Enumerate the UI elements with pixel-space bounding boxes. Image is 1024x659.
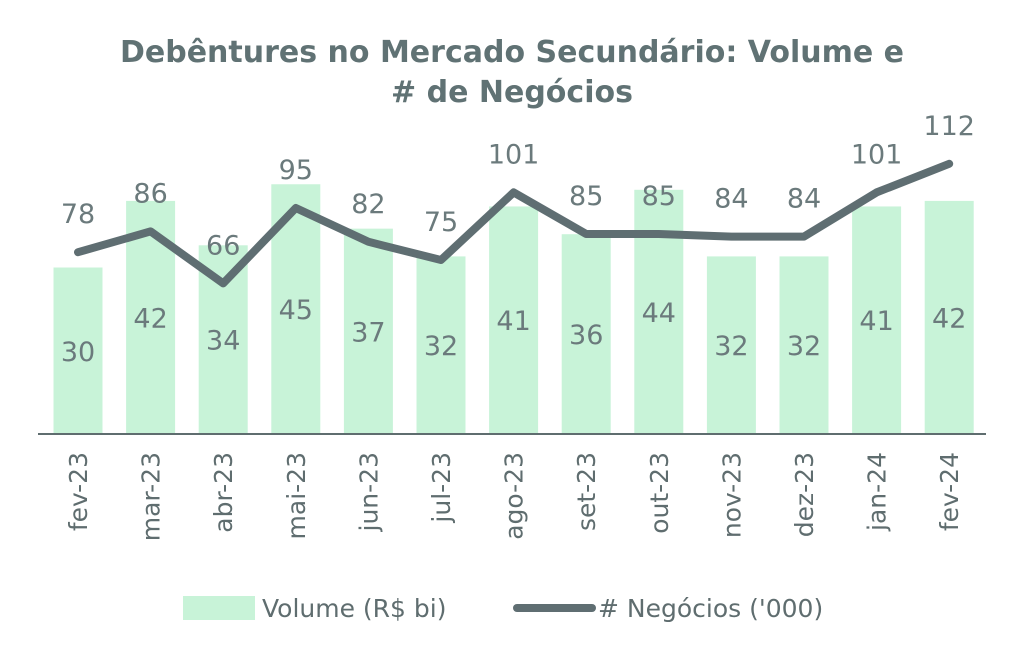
bar-label-jan-24: 41 — [859, 306, 893, 337]
x-tick-fev-24: fev-24 — [935, 452, 964, 531]
bar-label-fev-23: 30 — [61, 337, 95, 368]
x-tick-jul-23: jul-23 — [427, 452, 456, 524]
chart-title-line-1: Debêntures no Mercado Secundário: Volume… — [120, 35, 904, 70]
bar-abr-23 — [198, 245, 248, 434]
bar-label-mai-23: 45 — [279, 295, 313, 326]
line-label-nov-23: 84 — [714, 184, 748, 215]
line-label-jan-24: 101 — [851, 139, 903, 170]
line-label-mai-23: 95 — [279, 155, 313, 186]
bar-label-ago-23: 41 — [496, 306, 530, 337]
x-tick-nov-23: nov-23 — [717, 452, 746, 538]
x-tick-fev-23: fev-23 — [64, 452, 93, 531]
negocios-line — [74, 159, 954, 288]
line-label-abr-23: 66 — [206, 230, 240, 261]
bar-label-abr-23: 34 — [206, 326, 240, 357]
bar-label-fev-24: 42 — [932, 303, 966, 334]
line-label-jul-23: 75 — [424, 207, 458, 238]
bar-fev-23 — [53, 267, 103, 434]
bar-jun-23 — [343, 228, 393, 434]
bar-ago-23 — [489, 206, 539, 434]
x-tick-abr-23: abr-23 — [209, 452, 238, 533]
chart-title-line-2: # de Negócios — [391, 75, 633, 110]
line-label-jun-23: 82 — [351, 189, 385, 220]
bar-set-23 — [561, 234, 611, 434]
line-label-out-23: 85 — [642, 181, 676, 212]
line-series — [74, 159, 954, 288]
bar-label-dez-23: 32 — [787, 331, 821, 362]
bar-jul-23 — [416, 256, 466, 434]
x-axis-ticks: fev-23 mar-23 abr-23 mai-23 jun-23 jul-23 ago-… — [64, 452, 964, 541]
line-label-mar-23: 86 — [133, 178, 167, 209]
line-label-fev-23: 78 — [61, 199, 95, 230]
x-tick-ago-23: ago-23 — [500, 452, 529, 540]
bar-label-jul-23: 32 — [424, 331, 458, 362]
bar-data-labels: 30 42 34 45 37 32 41 36 44 32 32 41 42 — [61, 295, 967, 368]
line-data-labels: 78 86 66 95 82 75 101 85 85 84 84 101 112 — [61, 111, 975, 262]
bar-label-nov-23: 32 — [714, 331, 748, 362]
x-tick-mar-23: mar-23 — [137, 452, 166, 541]
line-label-fev-24: 112 — [923, 111, 975, 142]
line-label-set-23: 85 — [569, 181, 603, 212]
bar-label-set-23: 36 — [569, 320, 603, 351]
line-label-ago-23: 101 — [488, 139, 540, 170]
chart-title: Debêntures no Mercado Secundário: Volume… — [120, 35, 904, 110]
x-tick-jan-24: jan-24 — [863, 452, 892, 532]
bar-label-jun-23: 37 — [351, 317, 385, 348]
bar-fev-24 — [924, 200, 974, 434]
bar-label-mar-23: 42 — [133, 303, 167, 334]
x-tick-dez-23: dez-23 — [790, 452, 819, 537]
bar-nov-23 — [706, 256, 756, 434]
x-tick-jun-23: jun-23 — [354, 452, 383, 532]
bar-label-out-23: 44 — [642, 298, 676, 329]
x-tick-mai-23: mai-23 — [282, 452, 311, 539]
legend-swatch-volume — [183, 596, 255, 620]
line-label-dez-23: 84 — [787, 184, 821, 215]
x-tick-set-23: set-23 — [572, 452, 601, 531]
bar-dez-23 — [779, 256, 829, 434]
legend-label-negocios: # Negócios ('000) — [598, 594, 823, 623]
legend: Volume (R$ bi) # Negócios ('000) — [183, 594, 823, 623]
bar-jan-24 — [852, 206, 902, 434]
legend-label-volume: Volume (R$ bi) — [262, 594, 446, 623]
x-tick-out-23: out-23 — [645, 452, 674, 534]
